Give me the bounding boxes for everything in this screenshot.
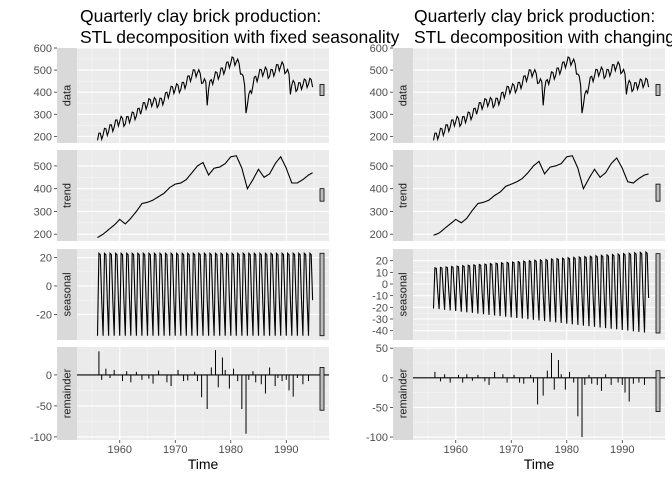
y-tick-label: 500 [370,161,388,173]
panel-strip-label: trend [62,183,74,208]
range-bar [319,188,325,202]
panel-strip [393,150,413,241]
y-tick-label: 400 [370,184,388,196]
y-tick-label: 0 [46,370,52,382]
y-tick-label: 500 [34,161,52,173]
range-bar [655,370,661,412]
range-bar [655,183,661,202]
y-tick-label: 300 [370,206,388,218]
x-tick-label: 1970 [499,444,523,456]
y-tick-label: 200 [34,229,52,241]
x-tick-label: 1960 [443,444,467,456]
trend-series-line [433,155,649,236]
x-tick-label: 1980 [219,444,243,456]
y-tick-label: 400 [370,87,388,99]
y-tick-label: -20 [36,309,52,321]
chart-2: Quarterly clay brick production:STL deco… [366,6,672,472]
y-tick-label: -100 [366,432,388,444]
y-tick-label: 500 [34,65,52,77]
range-bar [319,367,325,411]
chart-title-line: STL decomposition with fixed seasonality [80,27,400,47]
y-tick-label: -100 [30,432,52,444]
x-axis-title: Time [524,456,555,472]
panel-strip [57,347,77,440]
panel-strip [57,48,77,143]
y-tick-label: 400 [34,184,52,196]
y-tick-label: 300 [34,109,52,121]
chart-title-line: Quarterly clay brick production: [414,6,655,26]
y-tick-label: 20 [40,253,52,265]
y-tick-label: 0 [382,373,388,385]
range-bar [319,84,325,96]
y-tick-label: 500 [370,65,388,77]
panel-strip-label: remainder [62,368,74,418]
seasonal-series-line [432,250,650,333]
chart-title-line: Quarterly clay brick production: [80,6,321,26]
x-tick-label: 1960 [107,444,131,456]
panel-remainder: remainder -100 -50 0 50 [366,343,665,444]
seasonal-series-line [96,251,314,336]
trend-series-line [97,155,313,239]
y-tick-label: -10 [372,291,388,303]
y-tick-label: 50 [376,343,388,355]
y-tick-label: 200 [370,131,388,143]
chart-1: Quarterly clay brick production:STL deco… [30,6,400,472]
y-tick-label: 600 [34,43,52,55]
range-bar [655,84,661,96]
panel-strip [57,150,77,241]
panel-strip-label: trend [398,183,410,208]
panel-strip [57,249,77,340]
panel-strip [393,249,413,340]
y-tick-label: 200 [34,131,52,143]
panel-strip [393,48,413,143]
panel-strip-label: seasonal [62,272,74,316]
panel-strip-label: data [62,84,74,106]
panel-strip-label: data [398,84,410,106]
x-axis-title: Time [188,456,219,472]
y-tick-label: 10 [376,267,388,279]
x-tick-label: 1970 [163,444,187,456]
range-bar [655,253,661,334]
y-tick-label: 20 [376,256,388,268]
panel-remainder: remainder -100 -50 0 [30,347,329,444]
panel-strip-label: seasonal [398,272,410,316]
chart-title-line: STL decomposition with changing seasonal… [414,27,672,47]
x-tick-label: 1980 [555,444,579,456]
y-tick-label: -50 [36,401,52,413]
y-tick-label: 300 [34,206,52,218]
x-tick-label: 1990 [274,444,298,456]
panel-data: data 200 300 400 500 600 [34,43,329,143]
panel-data: data 200 300 400 500 600 [370,43,665,143]
data-series-line [432,56,650,142]
data-series-line [96,56,314,142]
range-bar [319,252,325,337]
y-tick-label: -40 [372,326,388,338]
panel-strip-label: remainder [398,368,410,418]
panel-trend: trend 200 300 400 500 [34,150,329,241]
x-tick-label: 1990 [610,444,634,456]
panel-trend: trend 200 300 400 500 [370,150,665,241]
y-tick-label: 0 [382,279,388,291]
panel-strip [393,347,413,440]
y-tick-label: 0 [46,281,52,293]
y-tick-label: 300 [370,109,388,121]
y-tick-label: 200 [370,229,388,241]
y-tick-label: -20 [372,302,388,314]
y-tick-label: 600 [370,43,388,55]
y-tick-label: -50 [372,402,388,414]
y-tick-label: -30 [372,314,388,326]
panel-seasonal: seasonal -20 0 20 [36,249,329,340]
y-tick-label: 400 [34,87,52,99]
